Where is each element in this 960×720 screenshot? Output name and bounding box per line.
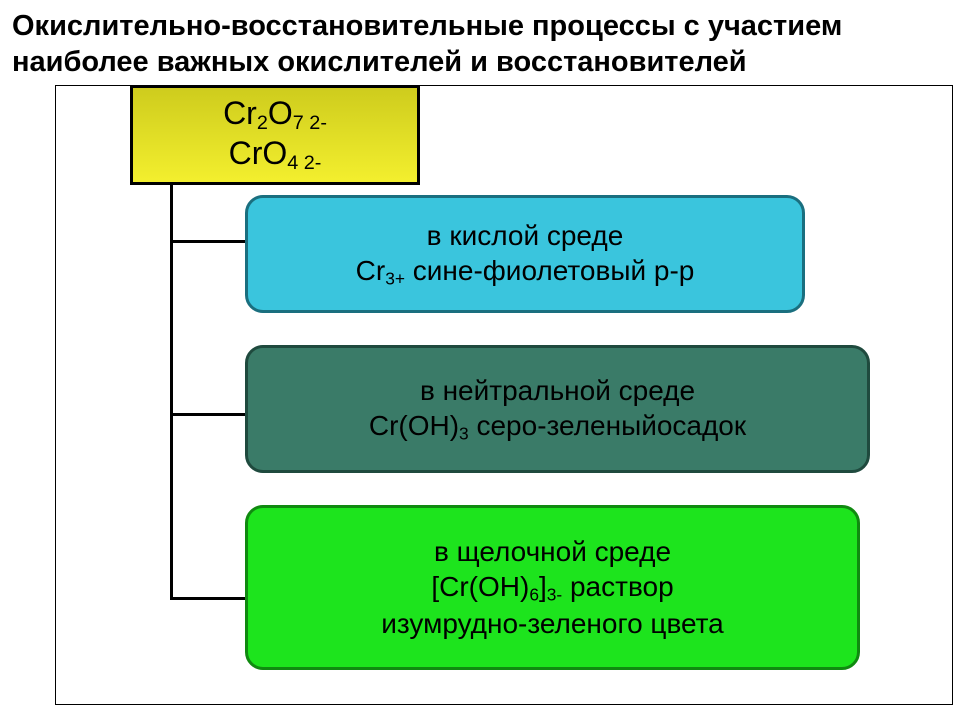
child-line-1: в кислой среде	[427, 218, 624, 253]
title-line-2: наиболее важных окислителей и восстанови…	[12, 46, 747, 78]
child-node-neutral: в нейтральной среде Cr(OH)3 серо-зеленый…	[245, 345, 870, 473]
formula-text: раствор	[562, 571, 673, 602]
formula-text: O	[268, 95, 293, 131]
connector-branch-3	[170, 597, 245, 600]
formula-sub: 7 2-	[293, 112, 327, 134]
formula-text: [Cr(OH)	[431, 571, 529, 602]
formula-sub: 4 2-	[287, 152, 321, 174]
connector-branch-2	[170, 413, 245, 416]
root-formula-1: Cr2O7 2-	[223, 95, 327, 135]
child-node-alkaline: в щелочной среде [Cr(OH)6]3- раствор изу…	[245, 505, 860, 670]
child-node-acidic: в кислой среде Cr3+ сине-фиолетовый р-р	[245, 195, 805, 313]
title-line-1: Окислительно-восстановительные процессы …	[12, 10, 842, 42]
formula-sub: 3	[459, 423, 469, 443]
child-line-2: [Cr(OH)6]3- раствор	[431, 569, 673, 606]
root-node: Cr2O7 2- CrO4 2-	[130, 85, 420, 185]
formula-text: Cr	[356, 255, 386, 286]
formula-text: ]	[539, 571, 547, 602]
formula-text: Cr(OH)	[369, 410, 459, 441]
connector-branch-1	[170, 240, 245, 243]
formula-text: сине-фиолетовый р-р	[405, 255, 694, 286]
root-formula-2: CrO4 2-	[229, 135, 322, 175]
child-line-3: изумрудно-зеленого цвета	[381, 606, 724, 641]
formula-sub: 2	[257, 112, 268, 134]
formula-sub: 3+	[385, 268, 405, 288]
child-line-1: в щелочной среде	[434, 534, 671, 569]
child-line-1: в нейтральной среде	[420, 373, 695, 408]
child-line-2: Cr3+ сине-фиолетовый р-р	[356, 253, 695, 290]
formula-sub: 3-	[547, 584, 562, 604]
diagram-container: { "title": { "line1": "Окислительно-восс…	[0, 0, 960, 720]
connector-trunk	[170, 185, 173, 600]
formula-sub: 6	[529, 584, 539, 604]
page-title: Окислительно-восстановительные процессы …	[12, 8, 948, 81]
formula-text: серо-зеленыйосадок	[469, 410, 746, 441]
formula-text: CrO	[229, 135, 288, 171]
formula-text: Cr	[223, 95, 257, 131]
child-line-2: Cr(OH)3 серо-зеленыйосадок	[369, 408, 746, 445]
